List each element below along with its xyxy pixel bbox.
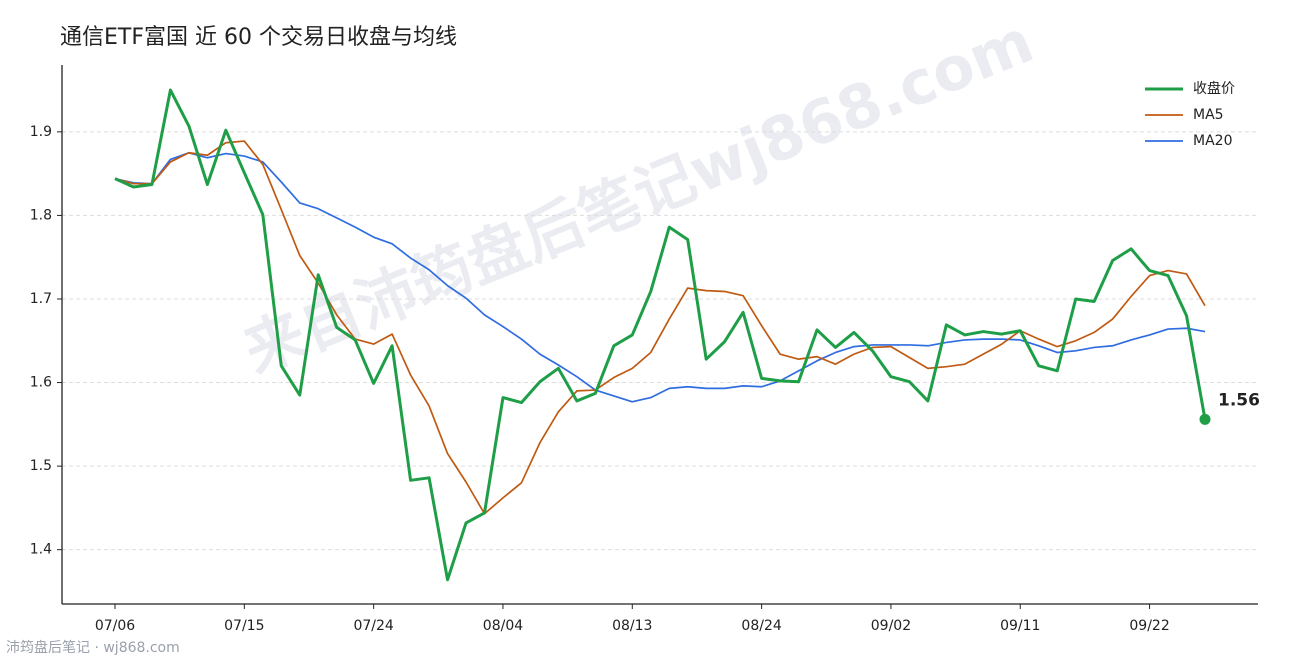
y-tick-label: 1.6 <box>30 375 52 391</box>
x-tick-label: 09/22 <box>1129 618 1169 634</box>
legend-label: MA5 <box>1193 107 1224 123</box>
y-tick-label: 1.4 <box>30 542 52 558</box>
x-tick-label: 07/15 <box>224 618 264 634</box>
line-1 <box>114 140 1206 515</box>
x-tick-label: 07/24 <box>353 618 393 634</box>
y-tick-label: 1.8 <box>30 207 52 223</box>
x-tick-label: 08/04 <box>483 618 523 634</box>
x-tick-label: 09/11 <box>1000 618 1040 634</box>
line-2 <box>114 151 1206 403</box>
chart-title: 通信ETF富国 近 60 个交易日收盘与均线 <box>60 25 457 50</box>
x-tick-label: 09/02 <box>871 618 911 634</box>
y-tick-label: 1.7 <box>30 291 52 307</box>
x-tick-label: 08/13 <box>612 618 652 634</box>
value-label: 1.56 <box>1218 390 1260 410</box>
watermark: 来自沛筠盘后笔记wj868.com <box>235 6 1043 387</box>
x-tick-label: 08/24 <box>741 618 781 634</box>
legend-label: MA20 <box>1193 133 1232 149</box>
y-tick-label: 1.9 <box>30 124 52 140</box>
footer: 沛筠盘后笔记 · wj868.com <box>6 639 180 656</box>
y-tick-label: 1.5 <box>30 458 52 474</box>
legend-label: 收盘价 <box>1193 80 1235 97</box>
line-0 <box>114 88 1207 582</box>
x-tick-label: 07/06 <box>95 618 135 634</box>
end-point <box>1199 413 1211 425</box>
